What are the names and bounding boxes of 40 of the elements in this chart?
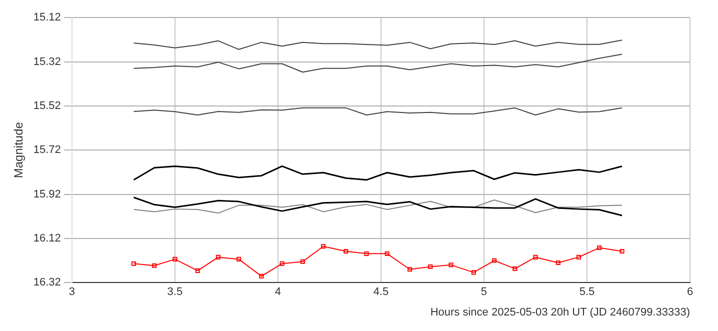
point [492, 258, 497, 263]
point [195, 268, 200, 273]
point [576, 254, 582, 260]
point [216, 254, 220, 260]
point [344, 248, 348, 254]
y-tick-label: 16.32 [33, 276, 61, 289]
point [172, 256, 178, 262]
point [448, 262, 454, 268]
point [152, 263, 157, 268]
point [321, 244, 326, 249]
point [364, 251, 369, 256]
point [428, 264, 433, 269]
x-tick-label: 6 [686, 286, 694, 298]
point [384, 251, 390, 256]
x-tick-label: 4 [274, 286, 282, 298]
point [131, 261, 136, 266]
point [236, 256, 242, 262]
point [408, 267, 412, 272]
y-tick-label: 15.12 [33, 12, 61, 24]
x-tick-label: 5 [480, 286, 488, 298]
y-tick-label: 15.92 [33, 188, 61, 200]
x-tick-label: 3 [68, 286, 75, 298]
point [300, 259, 305, 264]
x-tick-label: 4.5 [373, 286, 389, 298]
y-tick-label: 16.12 [33, 232, 61, 244]
point [533, 254, 538, 260]
point [597, 245, 602, 250]
y-tick-label: 15.52 [33, 100, 61, 112]
y-tick-label: 15.72 [33, 144, 61, 156]
point [620, 248, 624, 254]
point [280, 261, 284, 266]
point [556, 260, 560, 265]
x-tick-label: 5.5 [579, 286, 595, 298]
point [471, 270, 476, 275]
point [259, 274, 264, 278]
x-tick-label: 3.5 [167, 286, 183, 298]
y-tick-label: 15.32 [33, 56, 61, 68]
y-axis-title: Magnitude [12, 122, 26, 178]
x-axis-title: Hours since 2025-05-03 20h UT (JD 2460799.33333) [430, 306, 690, 318]
point [512, 266, 518, 271]
